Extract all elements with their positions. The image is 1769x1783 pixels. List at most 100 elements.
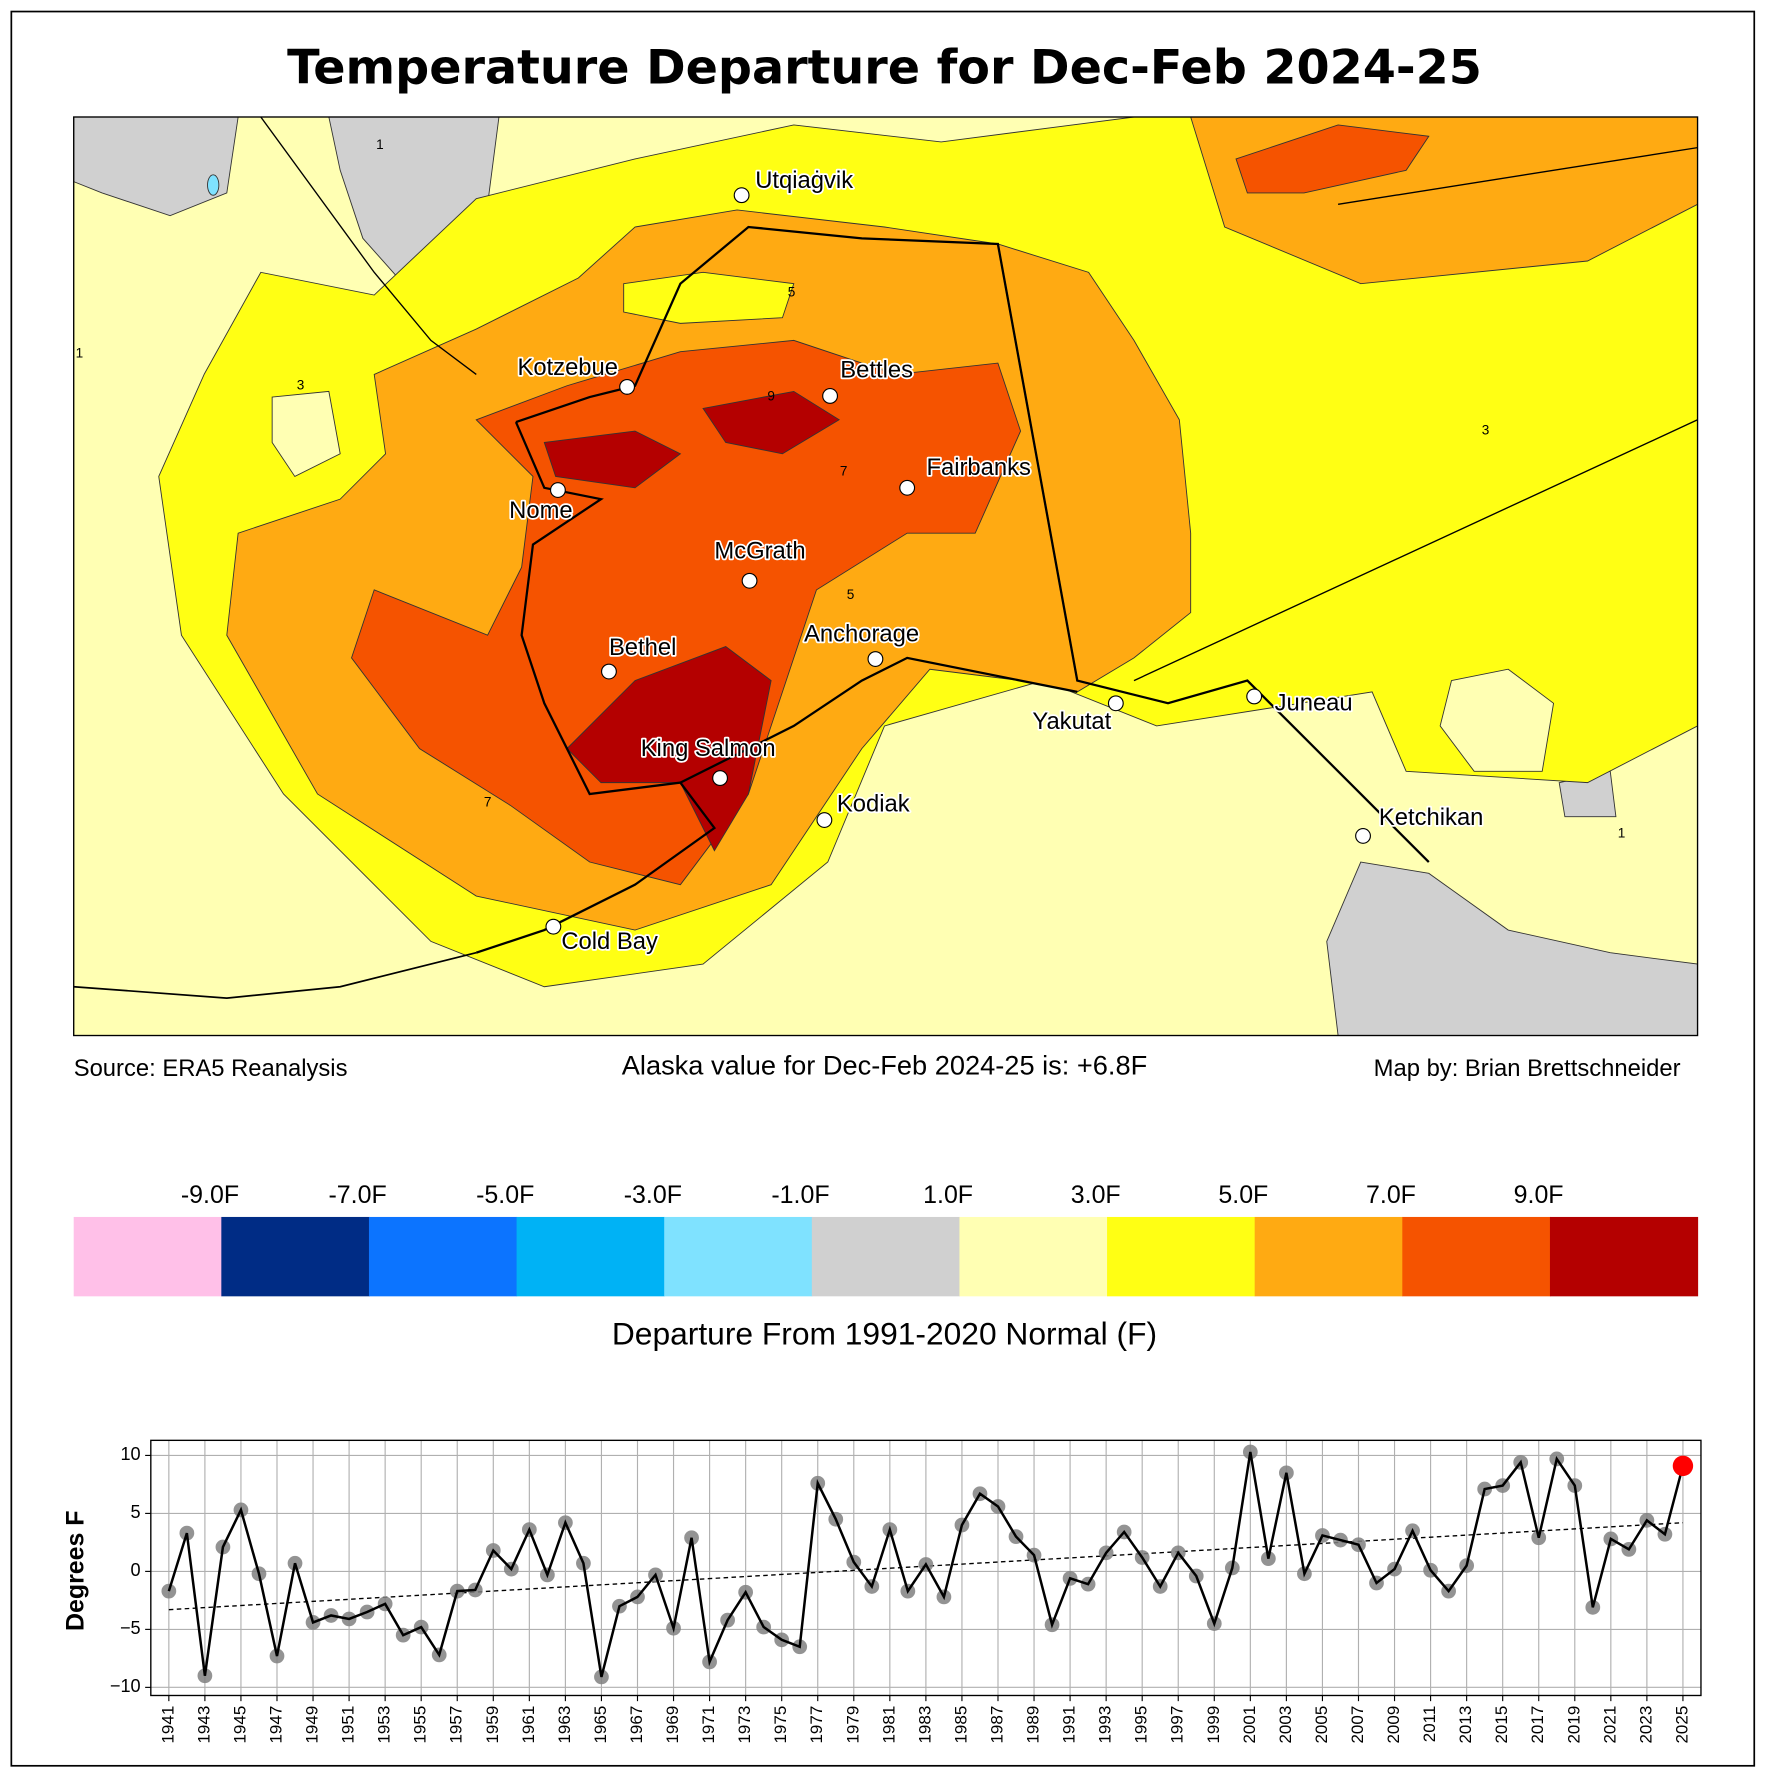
city-marker bbox=[733, 187, 750, 204]
x-tick-label: 2023 bbox=[1636, 1706, 1655, 1744]
x-tick-label: 2021 bbox=[1600, 1706, 1619, 1744]
plot-frame bbox=[150, 1439, 1702, 1697]
color-bin bbox=[221, 1216, 370, 1297]
x-tick-label: 2001 bbox=[1240, 1706, 1259, 1744]
colorbar-tick-label: -9.0F bbox=[181, 1181, 239, 1209]
contour-label: 1 bbox=[376, 137, 384, 152]
x-tick-label: 2013 bbox=[1456, 1706, 1475, 1744]
y-tick-label: 0 bbox=[131, 1560, 141, 1580]
x-tick-label: 1955 bbox=[411, 1706, 430, 1744]
colorbar-tick-label: -7.0F bbox=[329, 1181, 387, 1209]
city-label: Kodiak bbox=[837, 791, 910, 818]
city-marker bbox=[1246, 688, 1263, 705]
color-bin bbox=[811, 1216, 961, 1297]
color-bin bbox=[1549, 1216, 1699, 1297]
coastline bbox=[997, 243, 1079, 681]
coastline bbox=[1133, 419, 1698, 682]
contour-redorange bbox=[1235, 124, 1430, 194]
contour-lightyellow bbox=[1439, 668, 1555, 772]
contour-label: 1 bbox=[1618, 825, 1626, 840]
city-marker bbox=[899, 479, 916, 496]
coastline bbox=[260, 116, 477, 375]
contour-label: 5 bbox=[788, 284, 796, 299]
x-tick-label: 1975 bbox=[771, 1706, 790, 1744]
y-tick-label: 5 bbox=[131, 1502, 141, 1522]
contour-lightyellow bbox=[271, 390, 341, 478]
x-tick-label: 1945 bbox=[230, 1706, 249, 1744]
contour-label: 9 bbox=[767, 389, 775, 404]
coastline bbox=[1337, 146, 1698, 205]
x-tick-label: 1997 bbox=[1168, 1706, 1187, 1744]
colorbar-tick-label: -5.0F bbox=[476, 1181, 534, 1209]
x-tick-label: 2007 bbox=[1348, 1706, 1367, 1744]
x-tick-label: 1981 bbox=[879, 1706, 898, 1744]
city-marker bbox=[741, 572, 758, 589]
contour-label: 5 bbox=[847, 587, 855, 602]
x-tick-label: 1985 bbox=[951, 1706, 970, 1744]
x-tick-label: 2005 bbox=[1312, 1706, 1331, 1744]
x-tick-label: 1969 bbox=[663, 1706, 682, 1744]
contour-label: 7 bbox=[840, 464, 848, 479]
contour-darkred bbox=[566, 646, 772, 852]
x-tick-label: 1967 bbox=[627, 1706, 646, 1744]
city-label: Bethel bbox=[609, 634, 676, 661]
color-bin bbox=[664, 1216, 813, 1297]
x-tick-label: 1947 bbox=[266, 1706, 285, 1744]
x-tick-label: 2015 bbox=[1492, 1706, 1511, 1744]
x-tick-label: 1963 bbox=[555, 1706, 574, 1744]
x-tick-label: 1951 bbox=[339, 1706, 358, 1744]
x-tick-label: 1959 bbox=[483, 1706, 502, 1744]
x-tick-label: 1977 bbox=[807, 1706, 826, 1744]
city-marker bbox=[816, 812, 833, 828]
x-tick-label: 1973 bbox=[735, 1706, 754, 1744]
title: Temperature Departure for Dec-Feb 2024-2… bbox=[287, 41, 1482, 96]
x-tick-label: 1983 bbox=[915, 1706, 934, 1744]
series-line bbox=[167, 1451, 1685, 1678]
x-tick-label: 1991 bbox=[1060, 1706, 1079, 1744]
x-tick-label: 2009 bbox=[1384, 1706, 1403, 1744]
map-layers bbox=[73, 116, 1698, 1036]
colorbar-label: Departure From 1991-2020 Normal (F) bbox=[612, 1315, 1157, 1351]
colorbar-tick-label: 5.0F bbox=[1218, 1181, 1268, 1209]
colorbar-tick-label: -3.0F bbox=[624, 1181, 682, 1209]
colorbar-tick-label: -1.0F bbox=[771, 1181, 829, 1209]
x-tick-label: 1953 bbox=[375, 1706, 394, 1744]
color-bin bbox=[1254, 1216, 1403, 1297]
map-border bbox=[73, 116, 1699, 1037]
color-bin bbox=[516, 1216, 665, 1297]
x-tick-label: 1971 bbox=[699, 1706, 718, 1744]
x-tick-label: 1989 bbox=[1024, 1706, 1043, 1744]
colorbar-tick-label: 9.0F bbox=[1514, 1181, 1564, 1209]
colorbar: -9.0F -7.0F -5.0F -3.0F -1.0F 1.0F 3.0F 5.0F 7.0… bbox=[73, 1181, 1699, 1297]
city-marker bbox=[867, 651, 884, 667]
latest-point bbox=[1672, 1455, 1694, 1477]
coastline bbox=[679, 656, 1078, 784]
x-tick-label: 1961 bbox=[519, 1706, 538, 1744]
city-marker bbox=[545, 918, 562, 935]
contour-label: 7 bbox=[484, 795, 492, 810]
color-bin bbox=[959, 1216, 1108, 1297]
colorbar-tick-label: 7.0F bbox=[1366, 1181, 1416, 1209]
contour-label: 3 bbox=[1482, 423, 1490, 438]
y-axis-label: Degrees F bbox=[62, 1510, 90, 1631]
city-label: Ketchikan bbox=[1379, 804, 1484, 831]
city-label: McGrath bbox=[714, 538, 805, 565]
color-bin bbox=[1107, 1216, 1256, 1297]
colorbar-tick-label: 3.0F bbox=[1071, 1181, 1121, 1209]
contour-label: 1 bbox=[76, 346, 84, 361]
x-tick-label: 2011 bbox=[1420, 1706, 1439, 1743]
map: 1 1 3 5 7 9 5 3 1 7 Utqiaġvik Kotzebue Bettles Fairba… bbox=[73, 116, 1699, 1037]
coastline bbox=[73, 951, 477, 999]
y-tick-label: −10 bbox=[110, 1676, 141, 1696]
contour-gray bbox=[73, 116, 239, 217]
city-marker bbox=[712, 770, 729, 787]
city-marker bbox=[1107, 695, 1124, 712]
contour-label: 3 bbox=[297, 377, 305, 392]
city-marker bbox=[1355, 827, 1371, 844]
city-label: Yakutat bbox=[1032, 708, 1111, 735]
contour-redorange bbox=[351, 339, 1022, 886]
colorbar-tick-label: 1.0F bbox=[923, 1181, 973, 1209]
city-label: Kotzebue bbox=[517, 354, 618, 381]
coastline bbox=[475, 421, 717, 954]
